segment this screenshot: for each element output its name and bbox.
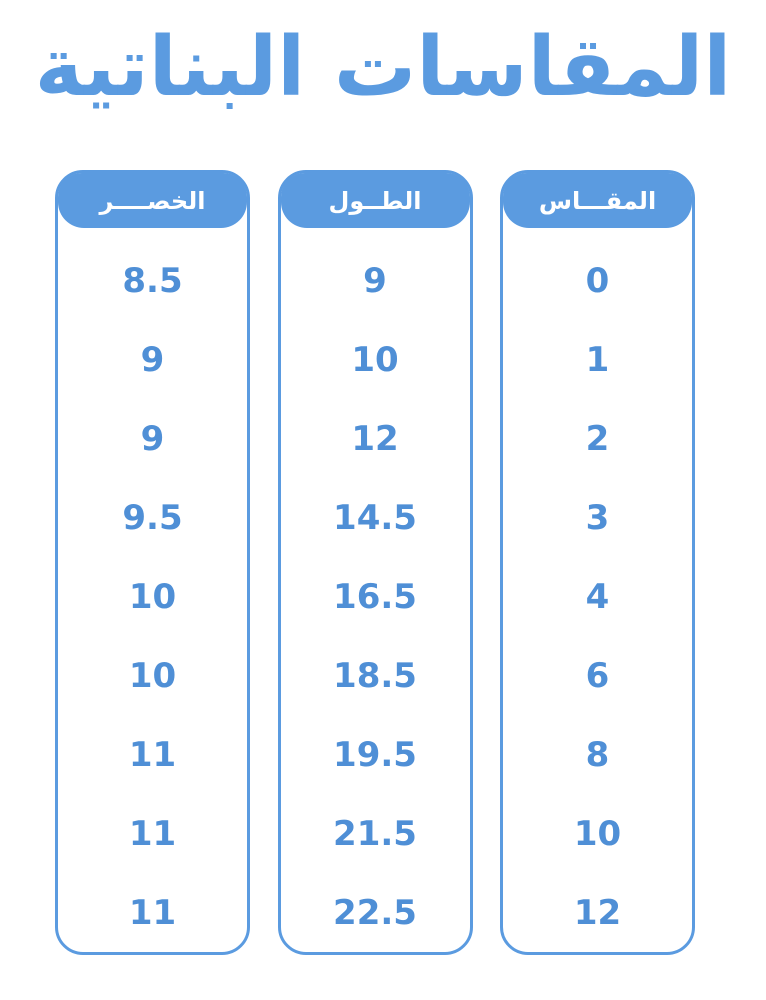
table-cell: 19.5 [333, 735, 417, 775]
column-cells: 9 10 12 14.5 16.5 18.5 19.5 21.5 22.5 [281, 245, 470, 956]
table-cell: 21.5 [333, 814, 417, 854]
table-cell: 11 [128, 893, 177, 933]
column-header: الخصــــر [58, 173, 247, 228]
table-cell: 9 [140, 419, 165, 459]
table-cell: 18.5 [333, 656, 417, 696]
column-header: المقـــاس [503, 173, 692, 228]
column-size: المقـــاس 0 1 2 3 4 6 8 10 12 [500, 170, 695, 955]
table-cell: 10 [573, 814, 622, 854]
table-cell: 0 [585, 261, 610, 301]
table-cell: 9 [363, 261, 387, 301]
table-cell: 9.5 [122, 498, 183, 538]
table-cell: 16.5 [333, 577, 417, 617]
column-header: الطــول [280, 173, 470, 228]
table-cell: 11 [128, 735, 177, 775]
column-cells: 0 1 2 3 4 6 8 10 12 [503, 245, 692, 956]
table-cell: 11 [128, 814, 177, 854]
table-cell: 10 [128, 656, 177, 696]
table-cell: 3 [585, 498, 610, 538]
column-length: الطــول 9 10 12 14.5 16.5 18.5 19.5 21.5 22.5 [277, 170, 473, 956]
size-table: المقـــاس 0 1 2 3 4 6 8 10 12 الطــول 9 10 12 14.5 16.5… [55, 170, 695, 955]
table-cell: 10 [128, 577, 177, 617]
table-cell: 8 [585, 735, 610, 775]
table-cell: 2 [585, 419, 610, 459]
table-cell: 8.5 [122, 261, 183, 301]
column-cells: 8.5 9 9 9.5 10 10 11 11 11 [58, 245, 247, 956]
table-cell: 9 [140, 340, 165, 380]
table-cell: 6 [585, 656, 610, 696]
table-cell: 4 [585, 577, 610, 617]
table-cell: 12 [573, 893, 622, 933]
column-waist: الخصــــر 8.5 9 9 9.5 10 10 11 11 11 [55, 170, 250, 955]
table-cell: 1 [585, 340, 610, 380]
page-title: المقاسات البناتية [34, 20, 732, 115]
table-cell: 10 [351, 340, 399, 380]
table-cell: 22.5 [333, 893, 417, 933]
table-cell: 12 [351, 419, 399, 459]
table-cell: 14.5 [333, 498, 417, 538]
